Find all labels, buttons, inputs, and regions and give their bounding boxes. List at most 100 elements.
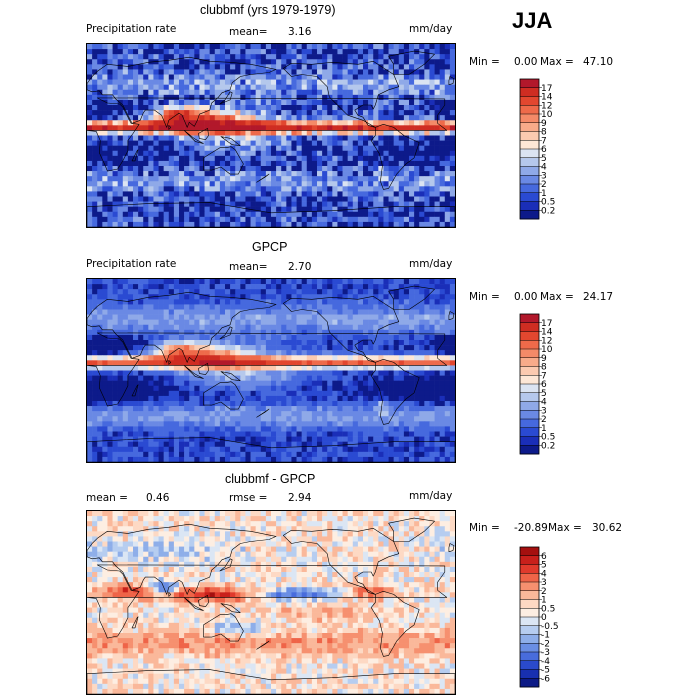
map-cell [143, 355, 149, 361]
map-cell [281, 181, 287, 187]
map-cell [230, 304, 236, 310]
map-cell [352, 294, 359, 300]
map-cell [276, 211, 282, 218]
map-cell [245, 135, 251, 141]
map-cell [97, 160, 103, 167]
map-cell [112, 380, 118, 387]
map-cell [301, 329, 308, 336]
map-cell [414, 54, 420, 60]
map-cell [434, 105, 440, 111]
map-cell [378, 171, 384, 177]
map-cell [168, 375, 175, 381]
map-cell [148, 375, 154, 381]
map-cell [444, 125, 451, 131]
map-cell [403, 120, 410, 126]
map-cell [92, 145, 98, 152]
map-cell [189, 160, 195, 167]
map-cell [383, 309, 389, 315]
map-cell [143, 426, 149, 432]
map-cell [235, 191, 241, 197]
map-cell [368, 130, 374, 136]
map-cell [409, 206, 415, 213]
map-cell [352, 166, 359, 172]
map-cell [439, 416, 446, 422]
map-cell [322, 279, 328, 285]
map-cell [179, 360, 185, 366]
map-cell [168, 324, 175, 331]
map-cell [424, 94, 430, 101]
map-cell [281, 221, 287, 227]
map-cell [117, 216, 124, 223]
map-cell [265, 74, 272, 80]
map-cell [393, 314, 400, 320]
map-cell [225, 309, 231, 315]
map-cell [306, 155, 313, 162]
map-cell [449, 171, 455, 177]
map-cell [143, 110, 149, 116]
map-cell [429, 380, 435, 387]
map-cell [209, 89, 216, 96]
map-cell [240, 115, 246, 121]
map-cell [286, 350, 292, 356]
map-cell [286, 166, 292, 172]
map-cell [388, 279, 394, 285]
map-cell [240, 216, 246, 223]
map-cell [388, 201, 394, 207]
map-cell [271, 406, 277, 412]
map-cell [214, 196, 221, 202]
map-cell [337, 191, 343, 197]
map-cell [332, 314, 338, 320]
map-cell [92, 284, 98, 290]
map-cell [179, 125, 185, 131]
map-cell [230, 365, 236, 371]
map-cell [138, 110, 144, 116]
map-cell [107, 196, 113, 202]
map-cell [230, 84, 236, 91]
map-cell [265, 390, 272, 397]
map-cell [276, 84, 282, 91]
map-cell [138, 181, 144, 187]
map-cell [383, 105, 389, 111]
map-cell [444, 74, 451, 80]
map-cell [148, 299, 154, 305]
map-cell [255, 416, 262, 422]
map-cell [414, 294, 420, 300]
map-cell [127, 406, 134, 412]
map-cell [393, 49, 400, 55]
map-cell [337, 299, 343, 305]
map-cell [409, 89, 415, 96]
map-cell [143, 431, 149, 437]
map-cell [173, 421, 180, 427]
map-cell [133, 395, 139, 402]
map-cell [143, 69, 149, 75]
map-cell [424, 304, 430, 310]
map-cell [347, 406, 354, 412]
map-cell [97, 69, 103, 75]
map-cell [378, 201, 384, 207]
map-cell [352, 89, 359, 96]
map-cell [148, 206, 154, 213]
map-cell [291, 130, 297, 136]
map-cell [179, 309, 185, 315]
map-cell [352, 411, 359, 417]
map-cell [398, 115, 405, 121]
map-cell [168, 329, 175, 336]
map-cell [449, 436, 455, 442]
map-cell [291, 406, 297, 412]
map-cell [230, 441, 236, 448]
map-cell [281, 289, 287, 295]
map-cell [117, 166, 124, 172]
map-cell [327, 421, 333, 427]
map-cell [276, 289, 282, 295]
map-cell [235, 166, 241, 172]
map-cell [209, 201, 216, 207]
map-cell [265, 221, 272, 227]
map-cell [107, 350, 113, 356]
map-cell [265, 44, 272, 50]
map-cell [173, 309, 180, 315]
map-cell [87, 324, 93, 331]
map-cell [194, 279, 200, 285]
map-cell [260, 94, 267, 101]
map-cell [260, 191, 267, 197]
map-cell [179, 145, 185, 152]
